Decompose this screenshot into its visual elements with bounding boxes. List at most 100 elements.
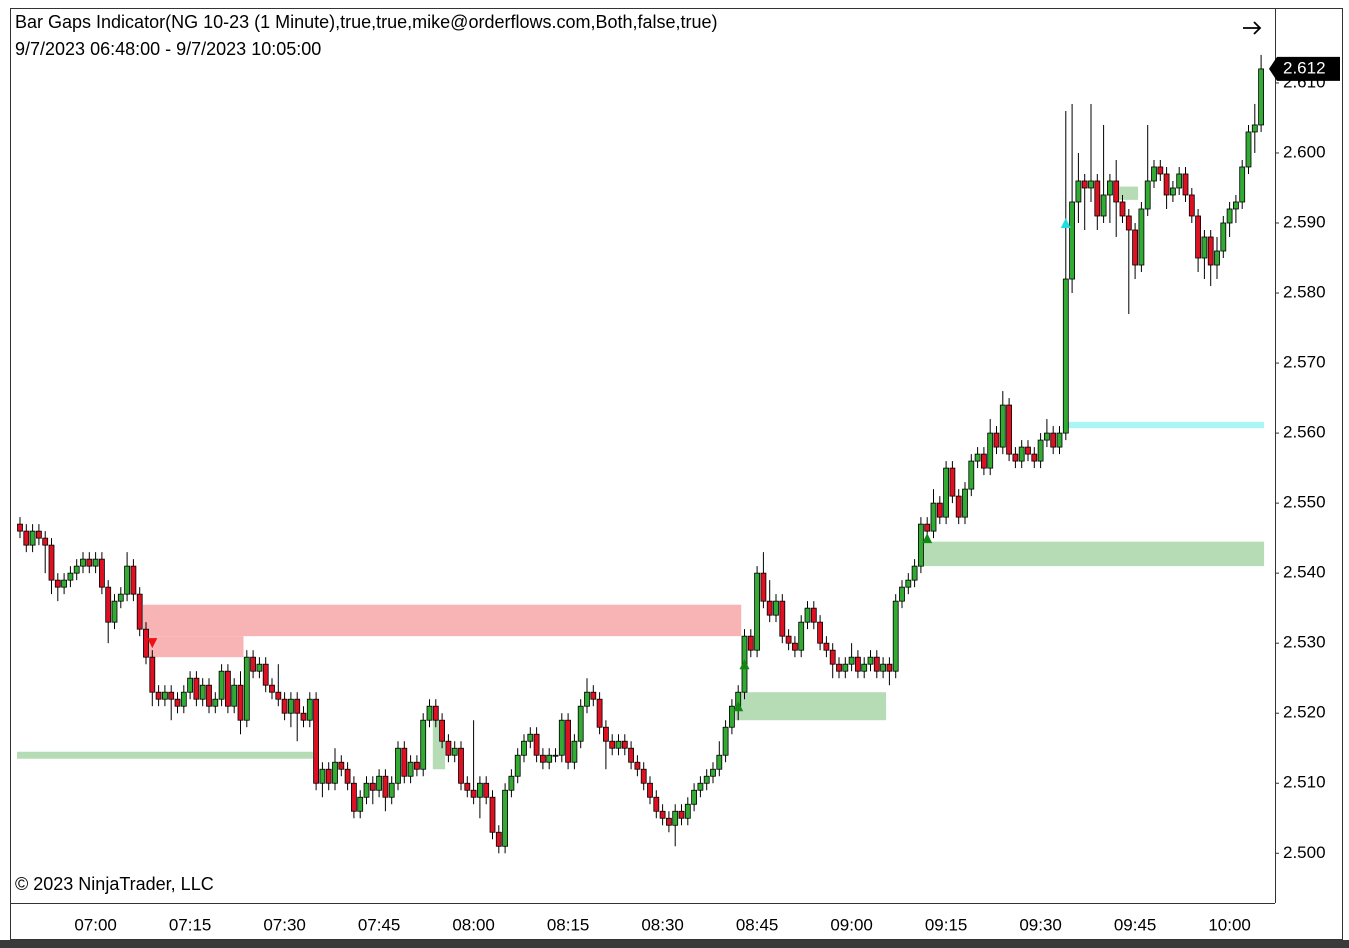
candle-body xyxy=(829,649,836,665)
candle-body xyxy=(464,782,471,791)
candle-body xyxy=(810,607,817,623)
x-tick-label: 09:45 xyxy=(1114,915,1157,934)
candle-body xyxy=(250,656,257,672)
candle-body xyxy=(565,719,571,763)
candle-body xyxy=(747,635,754,651)
candle-body xyxy=(350,782,357,812)
bottom-bar xyxy=(0,940,1349,948)
candle-body xyxy=(338,761,345,770)
candle-body xyxy=(678,810,685,819)
candle-body xyxy=(697,782,704,791)
y-tick-label: 2.590 xyxy=(1283,212,1326,231)
candle-body xyxy=(634,761,641,770)
signal-marker xyxy=(1060,217,1071,228)
x-tick-label: 07:00 xyxy=(74,915,117,934)
candle-body xyxy=(1251,124,1258,133)
candle-body xyxy=(1006,404,1012,455)
scroll-arrow[interactable] xyxy=(1243,21,1262,35)
candle-body xyxy=(476,782,483,798)
x-tick-label: 08:45 xyxy=(736,915,779,934)
signal-marker xyxy=(147,638,158,649)
candle-body xyxy=(760,572,767,602)
candle-body xyxy=(962,488,968,518)
candle-body xyxy=(1037,439,1044,462)
candle-body xyxy=(1125,215,1132,231)
chart-title: Bar Gaps Indicator(NG 10-23 (1 Minute),t… xyxy=(15,12,718,32)
candle-body xyxy=(256,663,263,672)
candle-body xyxy=(640,768,647,784)
candle-body xyxy=(968,460,975,490)
candle-body xyxy=(67,572,74,581)
candle-body xyxy=(974,453,981,462)
x-tick-label: 10:00 xyxy=(1208,915,1251,934)
candle-body xyxy=(514,754,521,777)
candle-body xyxy=(729,705,735,728)
candle-body xyxy=(1144,180,1151,210)
candle-body xyxy=(546,754,553,763)
candle-body xyxy=(867,656,874,665)
candle-body xyxy=(754,572,760,651)
candle-body xyxy=(1245,131,1252,168)
candle-body xyxy=(1044,432,1050,441)
candle-body xyxy=(231,684,238,707)
candle-body xyxy=(17,523,23,532)
candle-body xyxy=(848,656,855,665)
candle-body xyxy=(1258,68,1264,126)
candle-body xyxy=(1214,250,1220,266)
candle-body xyxy=(426,705,433,721)
candle-body xyxy=(779,600,786,637)
candle-body xyxy=(432,705,439,721)
candle-body xyxy=(1031,453,1038,462)
candle-body xyxy=(609,740,616,749)
x-tick-label: 09:15 xyxy=(925,915,968,934)
candle-body xyxy=(325,768,332,784)
candle-body xyxy=(382,775,389,798)
copyright: © 2023 NinjaTrader, LLC xyxy=(15,874,214,894)
candle-body xyxy=(269,684,275,693)
candle-body xyxy=(949,467,956,497)
candle-body xyxy=(287,698,294,714)
candle-body xyxy=(1113,180,1120,203)
candle-body xyxy=(420,719,427,770)
candle-body xyxy=(344,768,351,784)
candle-body xyxy=(886,663,893,672)
y-tick-label: 2.570 xyxy=(1283,353,1326,372)
gap-zone xyxy=(143,636,244,658)
candle-body xyxy=(1075,180,1082,203)
candle-body xyxy=(1170,187,1176,196)
candle-body xyxy=(1220,222,1227,252)
candle-body xyxy=(294,698,301,714)
candle-body xyxy=(918,523,924,567)
candle-body xyxy=(817,621,823,644)
candle-body xyxy=(395,747,401,784)
x-tick-label: 07:15 xyxy=(169,915,212,934)
candle-body xyxy=(168,691,175,700)
candle-body xyxy=(149,656,156,693)
candle-body xyxy=(124,565,130,595)
candle-body xyxy=(508,775,515,791)
candle-body xyxy=(804,607,811,623)
candle-body xyxy=(596,698,603,728)
candle-body xyxy=(306,698,313,721)
candle-body xyxy=(363,782,370,798)
candle-body xyxy=(413,761,420,770)
candle-body xyxy=(590,691,597,700)
candle-body xyxy=(684,803,691,819)
candle-body xyxy=(628,747,634,763)
candle-body xyxy=(319,768,326,784)
candle-body xyxy=(1025,446,1031,455)
candle-body xyxy=(880,663,886,672)
y-tick-label: 2.600 xyxy=(1283,142,1326,161)
candle-body xyxy=(199,684,206,700)
candle-body xyxy=(1107,180,1113,196)
candle-body xyxy=(1163,173,1170,196)
candle-body xyxy=(1182,173,1189,196)
candle-body xyxy=(470,789,477,798)
candle-body xyxy=(855,656,861,672)
candle-body xyxy=(1157,166,1164,175)
x-tick-label: 07:45 xyxy=(358,915,401,934)
candle-body xyxy=(458,747,464,784)
candle-body xyxy=(577,705,584,742)
candle-body xyxy=(993,432,1000,448)
chart-subtitle: 9/7/2023 06:48:00 - 9/7/2023 10:05:00 xyxy=(15,39,321,59)
